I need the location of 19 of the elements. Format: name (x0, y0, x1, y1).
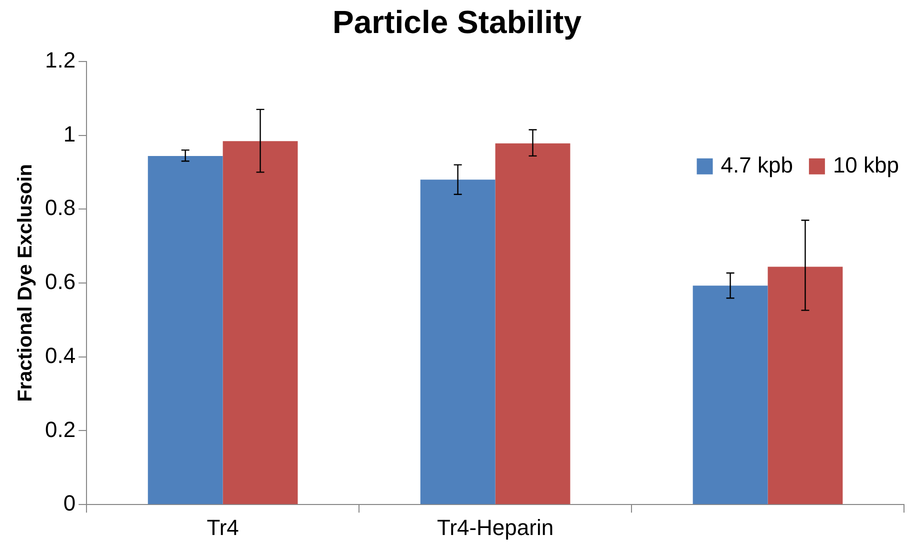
y-tick-label: 0.6 (44, 269, 76, 294)
y-tick-label: 1 (63, 121, 76, 146)
y-tick-label: 1.2 (44, 47, 76, 72)
y-axis-title: Fractional Dye Exclusoin (14, 164, 37, 402)
x-tick-label: Tr4 (206, 514, 239, 540)
bar (768, 266, 843, 504)
chart-title: Particle Stability (332, 4, 582, 40)
bar (148, 156, 223, 504)
y-tick-label: 0.4 (44, 342, 76, 368)
bar (420, 180, 496, 504)
legend-label: 10 kbp (832, 152, 900, 178)
x-tick-label: Tr4-Heparin (437, 514, 554, 540)
bar (495, 143, 570, 504)
legend-label: 4.7 kpb (720, 152, 793, 178)
bar (222, 141, 298, 504)
y-tick-label: 0.8 (44, 195, 76, 220)
y-tick-label: 0 (63, 490, 76, 516)
bar (692, 286, 768, 504)
y-tick-label: 0.2 (44, 416, 76, 442)
